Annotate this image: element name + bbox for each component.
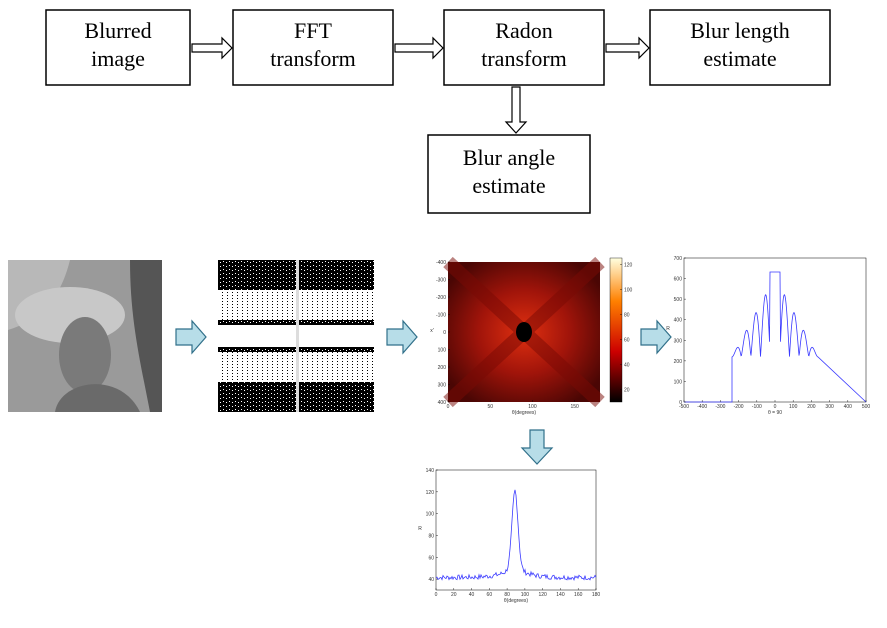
colorbar-tick-label: 60 bbox=[624, 337, 630, 343]
x-axis-label: θ(degrees) bbox=[512, 410, 537, 416]
node-label: Blur length estimate bbox=[690, 18, 790, 71]
x-tick-label: 0 bbox=[447, 404, 450, 410]
x-tick-label: 0 bbox=[435, 592, 438, 598]
y-tick-label: -300 bbox=[436, 278, 446, 284]
node-text: Radon bbox=[495, 18, 552, 43]
node-text: estimate bbox=[703, 46, 776, 71]
y-tick-label: 60 bbox=[428, 555, 434, 561]
x-tick-label: -100 bbox=[752, 404, 762, 410]
y-axis-label: R bbox=[666, 326, 670, 332]
y-tick-label: 100 bbox=[426, 512, 435, 518]
colorbar-tick-label: 20 bbox=[624, 387, 630, 393]
x-tick-label: 140 bbox=[556, 592, 565, 598]
x-tick-label: 100 bbox=[789, 404, 798, 410]
node-text: estimate bbox=[472, 173, 545, 198]
y-axis-label: R bbox=[418, 526, 422, 532]
y-tick-label: 700 bbox=[674, 256, 683, 262]
x-tick-label: 180 bbox=[592, 592, 601, 598]
y-tick-label: 0 bbox=[679, 400, 682, 406]
x-tick-label: 500 bbox=[862, 404, 871, 410]
y-tick-label: 300 bbox=[438, 383, 447, 389]
y-tick-label: 140 bbox=[426, 468, 435, 474]
x-tick-label: -200 bbox=[734, 404, 744, 410]
colorbar-tick-label: 80 bbox=[624, 312, 630, 318]
x-tick-label: 60 bbox=[487, 592, 493, 598]
box bbox=[649, 9, 831, 86]
x-tick-label: 0 bbox=[774, 404, 777, 410]
x-tick-label: 400 bbox=[844, 404, 853, 410]
node-text: Blur length bbox=[690, 18, 790, 43]
x-tick-label: 300 bbox=[825, 404, 834, 410]
y-tick-label: 200 bbox=[438, 365, 447, 371]
x-tick-label: 100 bbox=[528, 404, 537, 410]
node-text: Blurred bbox=[84, 18, 151, 43]
x-tick-label: 100 bbox=[521, 592, 530, 598]
angle-plot bbox=[435, 469, 597, 591]
y-tick-label: 100 bbox=[674, 379, 683, 385]
arrows bbox=[191, 36, 650, 134]
node-text: image bbox=[91, 46, 145, 71]
box bbox=[45, 9, 191, 86]
node-label: Blurred image bbox=[84, 18, 151, 71]
x-tick-label: 120 bbox=[538, 592, 547, 598]
y-tick-label: 400 bbox=[674, 318, 683, 324]
node-label: Radon transform bbox=[481, 18, 567, 71]
x-axis-label: θ = 90 bbox=[768, 410, 782, 416]
flow bbox=[45, 9, 831, 214]
box bbox=[427, 134, 591, 214]
images bbox=[8, 256, 867, 591]
y-tick-label: 600 bbox=[674, 277, 683, 283]
y-tick-label: 500 bbox=[674, 297, 683, 303]
colorbar-tick-label: 120 bbox=[624, 262, 633, 268]
y-tick-label: 40 bbox=[428, 577, 434, 583]
x-tick-label: -400 bbox=[697, 404, 707, 410]
x-tick-label: -500 bbox=[679, 404, 689, 410]
x-tick-label: 200 bbox=[807, 404, 816, 410]
colorbar-tick-label: 40 bbox=[624, 362, 630, 368]
y-tick-label: -200 bbox=[436, 295, 446, 301]
box bbox=[443, 9, 605, 86]
y-tick-label: 100 bbox=[438, 348, 447, 354]
y-tick-label: 0 bbox=[443, 330, 446, 336]
y-tick-label: 300 bbox=[674, 338, 683, 344]
x-tick-label: 50 bbox=[487, 404, 493, 410]
x-tick-label: 20 bbox=[451, 592, 457, 598]
x-tick-label: 160 bbox=[574, 592, 583, 598]
x-tick-label: 150 bbox=[570, 404, 579, 410]
x-tick-label: 40 bbox=[469, 592, 475, 598]
length-curve bbox=[684, 271, 867, 403]
y-tick-label: 200 bbox=[674, 359, 683, 365]
node-label: FFT transform bbox=[270, 18, 356, 71]
y-axis-label: x' bbox=[430, 328, 434, 334]
y-tick-label: 400 bbox=[438, 400, 447, 406]
length-plot bbox=[683, 257, 867, 403]
y-tick-label: -100 bbox=[436, 313, 446, 319]
x-axis-label: θ(degrees) bbox=[504, 598, 529, 604]
y-tick-label: -400 bbox=[436, 260, 446, 266]
block-arrows bbox=[175, 319, 672, 465]
x-tick-label: 80 bbox=[504, 592, 510, 598]
y-tick-label: 80 bbox=[428, 533, 434, 539]
box bbox=[232, 9, 394, 86]
node-text: FFT bbox=[294, 18, 332, 43]
node-label: Blur angle estimate bbox=[463, 145, 555, 198]
colorbar-tick-label: 100 bbox=[624, 287, 633, 293]
angle-curve bbox=[435, 489, 597, 582]
node-text: transform bbox=[270, 46, 356, 71]
y-tick-label: 120 bbox=[426, 490, 435, 496]
x-tick-label: -300 bbox=[715, 404, 725, 410]
colorbar bbox=[609, 257, 623, 403]
node-text: transform bbox=[481, 46, 567, 71]
node-text: Blur angle bbox=[463, 145, 555, 170]
